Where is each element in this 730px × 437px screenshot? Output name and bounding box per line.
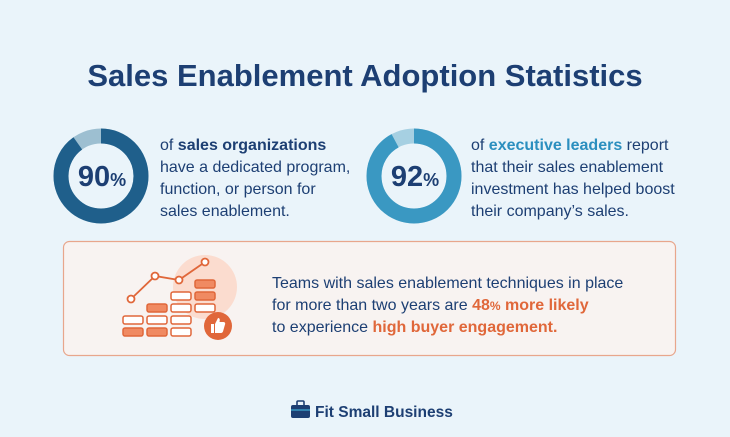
text-line: for more than two years are 48% more lik… <box>272 297 589 314</box>
text-line: of sales organizations <box>160 137 326 154</box>
text-line: investment has helped boost <box>471 181 675 198</box>
emphasis-text: more likely <box>501 297 589 314</box>
stat-number: 92% <box>391 161 439 193</box>
body-text: report <box>622 137 669 154</box>
body-text: investment has helped boost <box>471 181 675 198</box>
text-line: have a dedicated program, <box>160 159 350 176</box>
body-text: that their sales enablement <box>471 159 664 176</box>
body-text: of <box>160 137 178 154</box>
text-line: of executive leaders report <box>471 137 669 154</box>
body-text: of <box>471 137 489 154</box>
emphasis-text: sales organizations <box>178 137 327 154</box>
emphasis-text: % <box>490 299 501 313</box>
emphasis-text: high buyer engagement. <box>373 319 558 336</box>
body-text: for more than two years are <box>272 297 472 314</box>
footer-brand: Fit Small Business <box>315 404 453 421</box>
text-line: to experience high buyer engagement. <box>272 319 557 336</box>
stat-value: 90 <box>78 161 110 193</box>
body-text: Teams with sales enablement techniques i… <box>272 275 623 292</box>
body-text: their company’s sales. <box>471 203 629 220</box>
title: Sales Enablement Adoption Statistics <box>87 58 642 93</box>
text-line: their company’s sales. <box>471 203 629 220</box>
body-text: have a dedicated program, <box>160 159 350 176</box>
text-line: Teams with sales enablement techniques i… <box>272 275 623 292</box>
stat-number: 90% <box>78 161 126 193</box>
thumb-icon <box>211 318 226 333</box>
body-text: to experience <box>272 319 373 336</box>
body-text: sales enablement. <box>160 203 290 220</box>
emphasis-text: 48 <box>472 297 490 314</box>
body-text: function, or person for <box>160 181 316 198</box>
text-line: sales enablement. <box>160 203 290 220</box>
text-line: that their sales enablement <box>471 159 664 176</box>
bars <box>122 279 216 337</box>
donut-arc <box>53 128 149 224</box>
footer-logo <box>291 400 310 418</box>
stat-unit: % <box>110 170 126 190</box>
stat-value: 92 <box>391 161 423 193</box>
trend-dots <box>126 257 210 304</box>
trend-line <box>130 261 206 300</box>
stat-unit: % <box>423 170 439 190</box>
donut-arc <box>366 128 462 224</box>
illustration <box>122 255 237 340</box>
text-line: function, or person for <box>160 181 316 198</box>
emphasis-text: executive leaders <box>489 137 623 154</box>
